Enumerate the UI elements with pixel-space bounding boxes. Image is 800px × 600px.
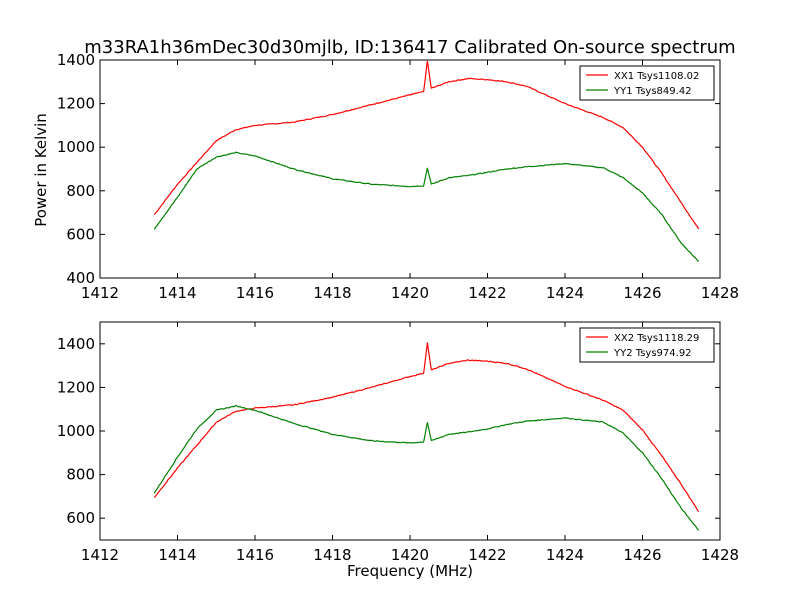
x-tick-label: 1422 bbox=[468, 546, 506, 564]
x-axis-label: Frequency (MHz) bbox=[347, 562, 473, 580]
y-tick-label: 1400 bbox=[57, 51, 95, 69]
legend: XX2 Tsys1118.29 YY2 Tsys974.92 bbox=[579, 327, 715, 363]
x-tick-label: 1428 bbox=[701, 284, 739, 302]
x-tick-label: 1426 bbox=[623, 546, 661, 564]
series-line-yy bbox=[153, 404, 700, 531]
y-tick-label: 1200 bbox=[57, 378, 95, 396]
x-tick-label: 1428 bbox=[701, 546, 739, 564]
y-tick-label: 1000 bbox=[57, 422, 95, 440]
series-line-yy bbox=[153, 151, 700, 263]
legend-label: YY2 Tsys974.92 bbox=[613, 348, 692, 359]
x-tick-label: 1426 bbox=[623, 284, 661, 302]
x-tick-label: 1414 bbox=[158, 546, 196, 564]
x-tick-label: 1418 bbox=[313, 546, 351, 564]
chart-title: m33RA1h36mDec30d30mjlb, ID:136417 Calibr… bbox=[84, 37, 735, 58]
legend-label: YY1 Tsys849.42 bbox=[613, 86, 692, 97]
x-tick-label: 1422 bbox=[468, 284, 506, 302]
legend-label: XX1 Tsys1108.02 bbox=[614, 71, 699, 82]
x-tick-label: 1414 bbox=[158, 284, 196, 302]
y-tick-label: 1200 bbox=[57, 95, 95, 113]
series-line-xx bbox=[153, 342, 700, 513]
y-tick-label: 800 bbox=[66, 466, 95, 484]
x-tick-label: 1424 bbox=[546, 546, 584, 564]
y-tick-label: 600 bbox=[66, 225, 95, 243]
x-tick-label: 1416 bbox=[236, 546, 274, 564]
x-tick-label: 1424 bbox=[546, 284, 584, 302]
y-tick-label: 400 bbox=[66, 269, 95, 287]
top-panel: 1412 1414 1416 1418 1420 1422 1424 1426 1428 400 6… bbox=[57, 51, 739, 302]
x-tick-label: 1420 bbox=[391, 546, 429, 564]
x-tick-label: 1412 bbox=[81, 284, 119, 302]
x-tick-label: 1416 bbox=[236, 284, 274, 302]
legend-label: XX2 Tsys1118.29 bbox=[614, 333, 699, 344]
legend: XX1 Tsys1108.02 YY1 Tsys849.42 bbox=[579, 65, 715, 101]
y-tick-label: 800 bbox=[66, 182, 95, 200]
x-tick-label: 1420 bbox=[391, 284, 429, 302]
y-axis-label: Power in Kelvin bbox=[32, 113, 50, 227]
x-tick-label: 1418 bbox=[313, 284, 351, 302]
y-tick-label: 1000 bbox=[57, 138, 95, 156]
y-tick-label: 600 bbox=[66, 509, 95, 527]
bottom-panel: 1412 1414 1416 1418 1420 1422 1424 1426 1428 600 8… bbox=[57, 321, 739, 564]
y-tick-label: 1400 bbox=[57, 335, 95, 353]
series-line-xx bbox=[153, 60, 700, 230]
x-tick-label: 1412 bbox=[81, 546, 119, 564]
